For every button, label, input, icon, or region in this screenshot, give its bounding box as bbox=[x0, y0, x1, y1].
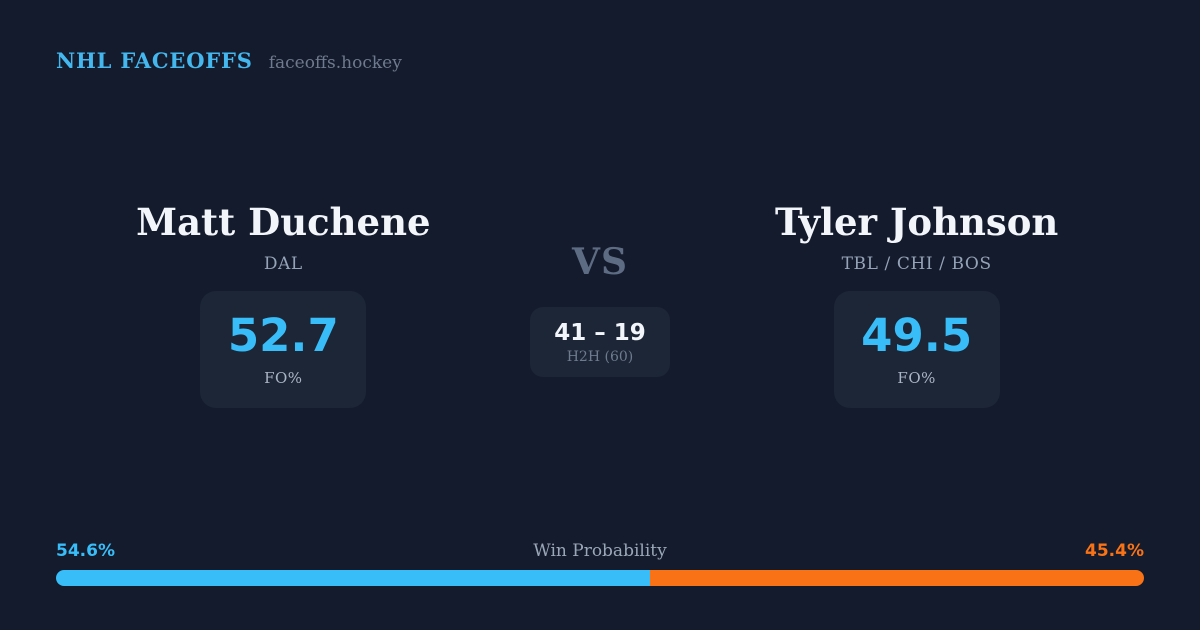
faceoff-pct-label: FO% bbox=[264, 368, 303, 387]
win-probability-right-pct: 45.4% bbox=[1085, 541, 1144, 561]
player-name: Tyler Johnson bbox=[774, 200, 1059, 244]
win-probability-title: Win Probability bbox=[533, 541, 667, 561]
header: NHL FACEOFFS faceoffs.hockey bbox=[56, 48, 402, 73]
faceoff-pct-card: 49.5 FO% bbox=[833, 291, 1000, 408]
player-teams: DAL bbox=[263, 254, 303, 274]
win-probability-bar-right-segment bbox=[650, 570, 1144, 586]
faceoff-pct-value: 52.7 bbox=[227, 308, 339, 362]
player-teams: TBL / CHI / BOS bbox=[841, 254, 992, 274]
head-to-head-card: 41 – 19 H2H (60) bbox=[530, 307, 670, 378]
head-to-head-record: 41 – 19 bbox=[554, 320, 646, 346]
player-panel-right: Tyler Johnson TBL / CHI / BOS 49.5 FO% bbox=[758, 198, 1075, 408]
win-probability-left-pct: 54.6% bbox=[56, 541, 115, 561]
win-probability-section: 54.6% Win Probability 45.4% bbox=[56, 540, 1144, 586]
player-name: Matt Duchene bbox=[136, 200, 431, 244]
versus-panel: VS 41 – 19 H2H (60) bbox=[442, 198, 759, 408]
head-to-head-sample-label: H2H (60) bbox=[566, 349, 634, 366]
brand-title: NHL FACEOFFS bbox=[56, 48, 253, 73]
faceoff-pct-card: 52.7 FO% bbox=[200, 291, 367, 408]
matchup-section: Matt Duchene DAL 52.7 FO% VS 41 – 19 H2H… bbox=[125, 198, 1075, 408]
brand-domain: faceoffs.hockey bbox=[268, 53, 402, 73]
faceoff-pct-label: FO% bbox=[897, 368, 936, 387]
win-probability-bar-left-segment bbox=[56, 570, 651, 586]
vs-label: VS bbox=[572, 241, 628, 283]
win-probability-labels: 54.6% Win Probability 45.4% bbox=[56, 540, 1144, 563]
faceoff-pct-value: 49.5 bbox=[861, 308, 973, 362]
player-panel-left: Matt Duchene DAL 52.7 FO% bbox=[125, 198, 442, 408]
win-probability-bar bbox=[56, 570, 1144, 586]
